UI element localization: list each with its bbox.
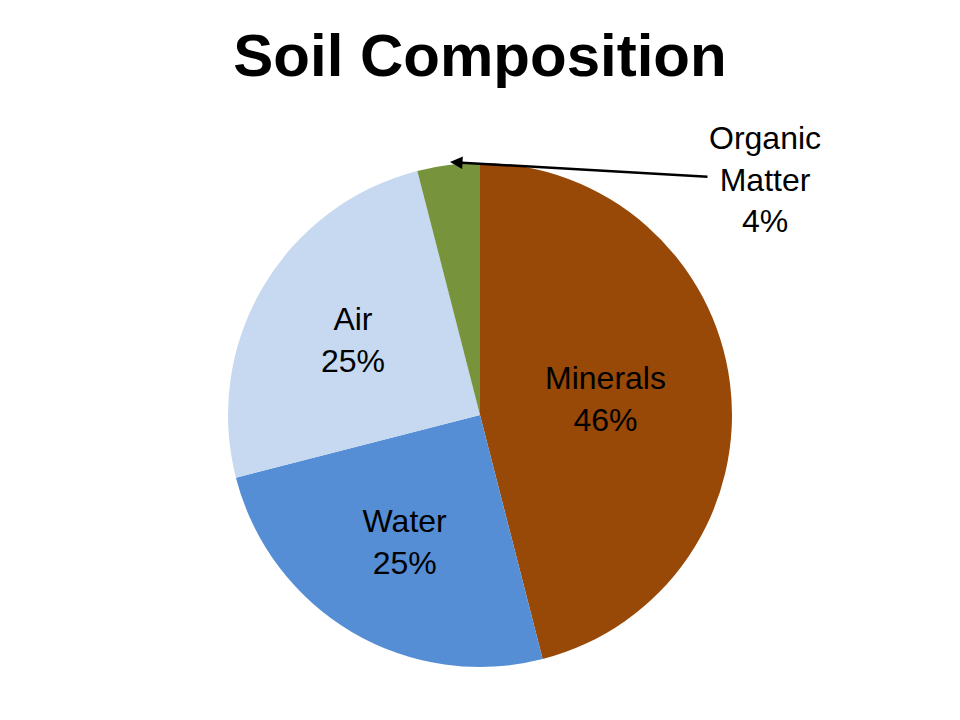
svg-text:Minerals46%: Minerals46%: [545, 360, 666, 438]
svg-text:Air25%: Air25%: [321, 301, 385, 379]
svg-text:Soil Composition: Soil Composition: [233, 22, 726, 89]
svg-text:Water25%: Water25%: [363, 503, 448, 581]
svg-text:OrganicMatter4%: OrganicMatter4%: [709, 120, 821, 239]
